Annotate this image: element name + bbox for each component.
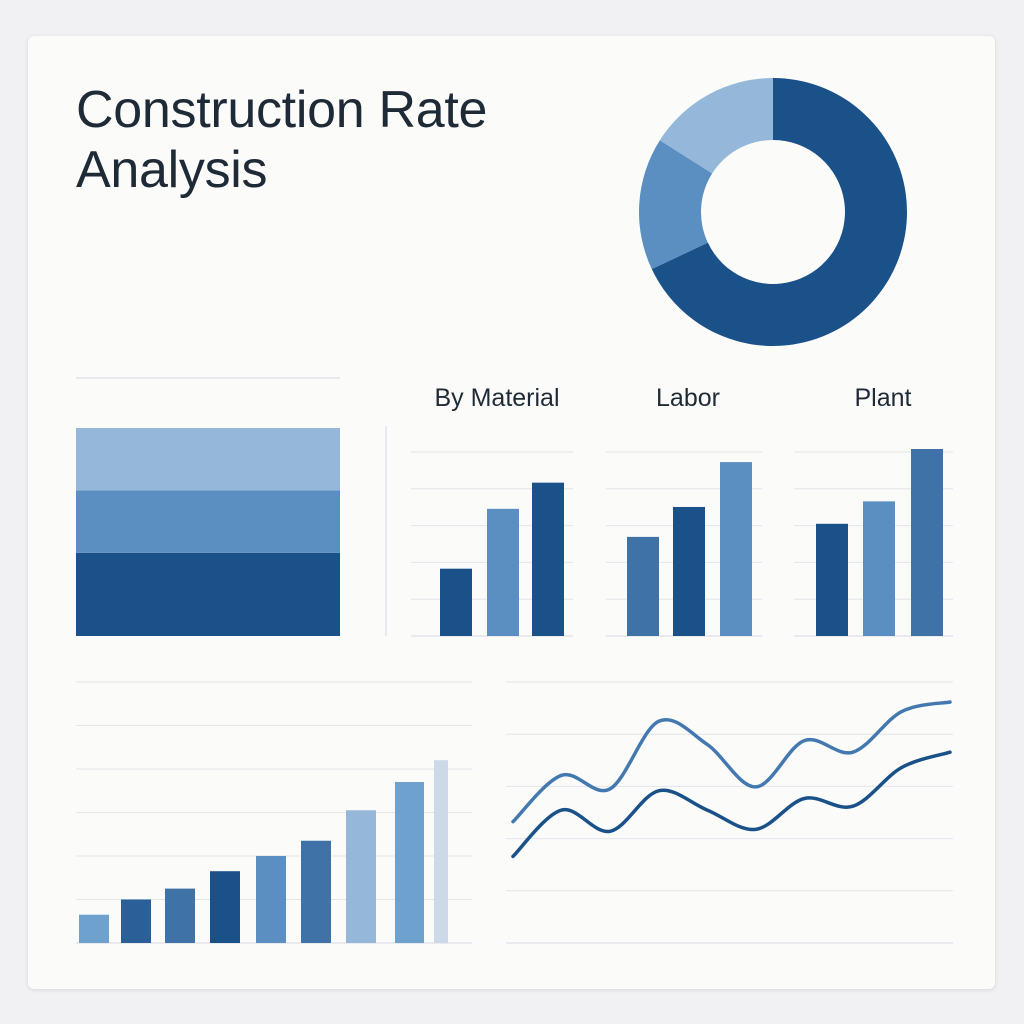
by-material-chart: By Material xyxy=(411,384,573,637)
stacked-segment-1 xyxy=(76,552,340,636)
growth-bar-9 xyxy=(434,760,448,943)
trend-line-1 xyxy=(511,700,952,824)
labor-chart-title: Labor xyxy=(656,384,720,412)
donut-slice-1 xyxy=(651,78,907,346)
donut-slice-3 xyxy=(659,78,773,174)
stacked-segment-2 xyxy=(76,490,340,553)
growth-bar-chart xyxy=(76,681,472,944)
stacked-bar-chart xyxy=(76,377,340,636)
growth-bar-6 xyxy=(301,840,331,943)
plant-chart-title: Plant xyxy=(855,384,912,412)
plant-bar-3 xyxy=(911,449,943,636)
labor-chart: Labor xyxy=(606,384,762,637)
donut-slice-2 xyxy=(639,140,713,270)
labor-bar-3 xyxy=(720,462,752,636)
by-material-bar-3 xyxy=(532,482,564,636)
page-title: Construction Rate Analysis xyxy=(76,80,487,200)
plant-bar-1 xyxy=(816,523,848,636)
labor-bar-1 xyxy=(627,536,659,636)
trend-line-2 xyxy=(511,750,952,859)
plant-chart: Plant xyxy=(794,384,953,637)
plant-bar-2 xyxy=(863,501,895,636)
by-material-bar-1 xyxy=(440,568,472,636)
growth-bar-1 xyxy=(79,914,109,943)
page-title-line-2: Analysis xyxy=(76,141,268,199)
page-title-line-1: Construction Rate xyxy=(76,81,488,139)
growth-bar-7 xyxy=(346,810,376,943)
growth-bar-4 xyxy=(210,871,240,943)
by-material-chart-title: By Material xyxy=(434,384,559,412)
growth-bar-3 xyxy=(165,888,195,943)
growth-bar-5 xyxy=(256,855,286,943)
growth-bar-8 xyxy=(395,781,424,943)
trend-line-chart xyxy=(506,681,953,944)
growth-bar-2 xyxy=(121,899,151,943)
stacked-segment-3 xyxy=(76,428,340,491)
donut-chart xyxy=(639,78,907,346)
labor-bar-2 xyxy=(673,506,705,636)
by-material-bar-2 xyxy=(487,508,519,636)
